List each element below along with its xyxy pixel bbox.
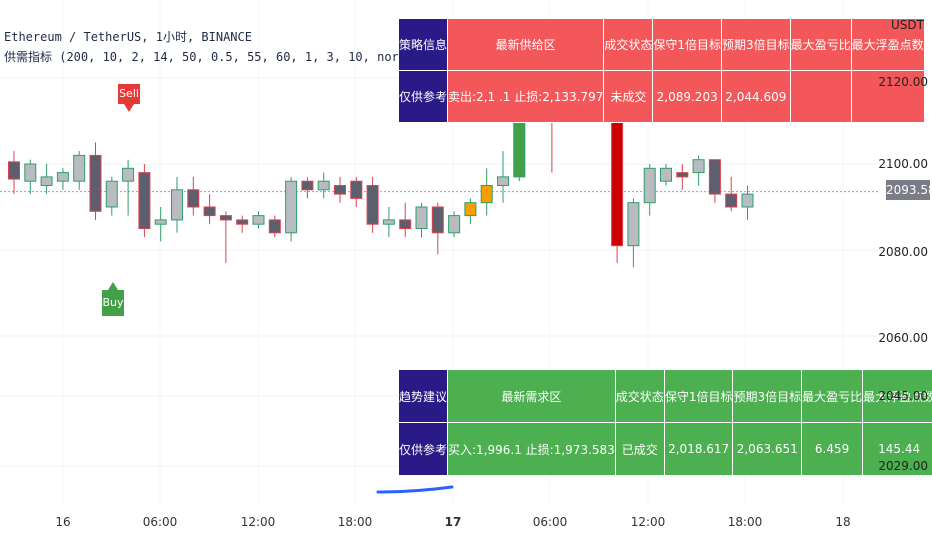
sell-arrow-icon [124,104,134,112]
supply-row-0: 仅供参考 [397,70,449,123]
candle-body [399,219,412,229]
price-tick: 2060.00 [878,331,928,345]
candle-body [56,172,69,182]
supply-header-3: 保守1倍目标 [652,18,722,71]
time-tick: 18:00 [727,515,763,529]
supply-header-2: 成交状态 [603,18,654,71]
time-tick: 12:00 [240,515,276,529]
candle-body [480,185,493,204]
price-tick: 2045.00 [878,389,928,403]
candle-body [382,219,395,225]
candle-body [203,206,216,217]
price-axis[interactable]: USDT 2120.00 2100.00 2080.00 2060.00 204… [878,0,932,550]
candle-body [676,172,689,178]
candle-body [350,180,363,199]
candle-body [643,167,656,204]
demand-header-3: 保守1倍目标 [663,369,734,423]
candle-body [741,193,754,208]
candle-body [285,180,298,234]
candle-body [40,176,53,186]
buy-signal-label: Buy [102,290,124,316]
demand-header-0: 趋势建议 [397,369,449,423]
candle-body [464,202,477,217]
candle-body [301,180,314,191]
price-tick: 2080.00 [878,245,928,259]
candle-body [73,154,86,182]
candle-body [171,189,183,221]
candle-body [122,167,135,182]
candle-body [611,116,624,247]
candle-body [89,154,102,212]
indicator-line: 供需指标 (200, 10, 2, 14, 50, 0.5, 55, 60, 1… [4,50,467,64]
demand-header-5: 最大盈亏比 [801,369,864,423]
candle-body [219,215,232,221]
candle-body [448,215,461,234]
candle-body [252,215,265,225]
time-tick: 18:00 [337,515,373,529]
candle-body [431,206,444,234]
time-tick: 06:00 [142,515,178,529]
supply-row-3: 2,089.203 [652,70,722,123]
buy-arrow-icon [108,282,118,290]
supply-row-2: 未成交 [603,70,654,123]
time-tick: 12:00 [630,515,666,529]
time-axis[interactable]: 16 06:00 12:00 18:00 17 06:00 12:00 18:0… [0,505,880,550]
demand-header-1: 最新需求区 [447,369,616,423]
candle-body [708,159,721,195]
sell-signal-label: Sell [118,84,140,104]
candle-body [334,185,346,195]
supply-zone-table: 策略信息 最新供给区 成交状态 保守1倍目标 预期3倍目标 最大盈亏比 最大浮盈… [397,18,925,123]
current-price-tag: 2093.58 [886,180,932,200]
candle-body [8,161,20,180]
time-tick: 18 [835,515,851,529]
demand-row-0: 仅供参考 [397,422,449,476]
candle-body [317,180,330,191]
price-tick: 2100.00 [878,157,928,171]
demand-header-4: 预期3倍目标 [732,369,803,423]
supply-header-4: 预期3倍目标 [721,18,791,71]
candle-body [138,172,151,230]
time-tick: 17 [444,515,462,529]
demand-row-5: 6.459 [801,422,864,476]
demand-row-6: 145.44 [862,422,932,476]
demand-zone-table: 趋势建议 最新需求区 成交状态 保守1倍目标 预期3倍目标 最大盈亏比 最大浮盈… [397,369,932,476]
price-unit-label: USDT [891,18,924,32]
candle-body [268,219,281,234]
time-tick: 16 [55,515,71,529]
drawn-trendline [376,485,454,494]
candle-body [627,202,640,247]
candle-body [692,159,705,174]
price-tick: 2120.00 [878,75,928,89]
candle-body [366,185,379,225]
candle-body [187,189,200,208]
supply-row-5 [789,70,852,123]
demand-row-4: 2,063.651 [732,422,803,476]
demand-header-6: 最大浮盈点数 [862,369,932,423]
candle-body [725,193,738,208]
candle-body [660,167,672,182]
candle-body [105,180,118,208]
chart-area[interactable]: Ethereum / TetherUS, 1小时, BINANCE 供需指标 (… [0,0,932,505]
demand-header-2: 成交状态 [614,369,665,423]
demand-row-1: 买入:1,996.1 止损:1,973.583 [447,422,616,476]
candle-body [415,206,428,229]
demand-row-2: 已成交 [614,422,665,476]
time-tick: 06:00 [532,515,568,529]
supply-row-4: 2,044.609 [721,70,791,123]
supply-header-5: 最大盈亏比 [789,18,852,71]
supply-row-1: 卖出:2,1 .1 止损:2,133.797 [447,70,605,123]
supply-header-1: 最新供给区 [447,18,605,71]
candle-body [24,163,37,182]
candle-body [236,219,249,225]
supply-row-6 [850,70,925,123]
price-tick: 2029.00 [878,459,928,473]
demand-row-3: 2,018.617 [663,422,734,476]
supply-header-6: 最大浮盈点数 [850,18,925,71]
supply-header-0: 策略信息 [397,18,449,71]
candle-body [154,219,167,225]
candle-body [497,176,509,186]
symbol-line: Ethereum / TetherUS, 1小时, BINANCE [4,30,252,44]
